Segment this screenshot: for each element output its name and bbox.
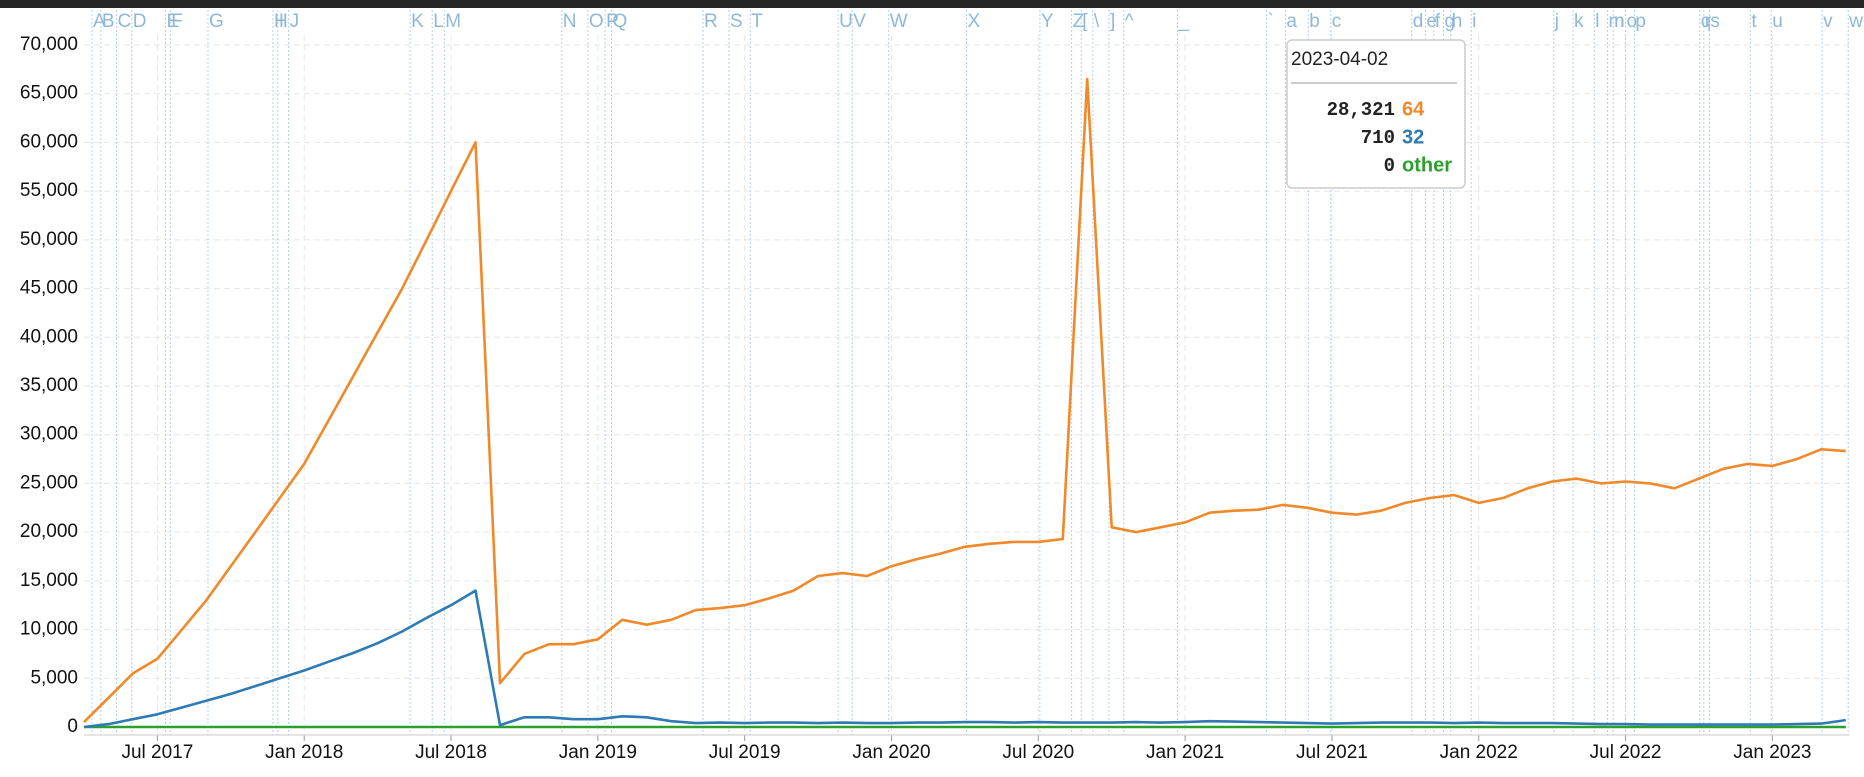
lines: [83, 77, 1846, 729]
annotation-label: d: [1413, 11, 1424, 32]
tooltip: 2023-04-02 28,321 64 710 32 0 other: [1286, 39, 1466, 189]
y-tick-label: 60,000: [20, 131, 78, 152]
y-tick-label: 50,000: [20, 229, 78, 250]
annotation-label: P: [606, 11, 619, 32]
annotation-label: W: [890, 11, 908, 32]
annotation-label: l: [1595, 11, 1599, 32]
tooltip-series: 64: [1402, 98, 1425, 120]
x-tick-label: Jul 2018: [415, 742, 487, 763]
annotation-label: \: [1094, 11, 1100, 32]
annotation-label: J: [290, 11, 300, 32]
y-tick-label: 45,000: [20, 278, 78, 299]
y-tick-label: 25,000: [20, 472, 78, 493]
y-tick-label: 70,000: [20, 34, 78, 55]
x-tick-label: Jan 2019: [559, 742, 637, 763]
annotation-label: U: [839, 11, 853, 32]
annotation-label: G: [209, 11, 224, 32]
annotation-label: S: [730, 11, 743, 32]
annotation-label: g: [1444, 11, 1455, 32]
y-tick-label: 20,000: [20, 521, 78, 542]
annotation-label: r: [1705, 11, 1712, 32]
annotation-label: O: [589, 11, 604, 32]
tooltip-series: other: [1402, 154, 1452, 176]
tooltip-date: 2023-04-02: [1291, 49, 1388, 70]
annotation-label: K: [411, 11, 424, 32]
annotation-label: T: [751, 11, 763, 32]
annotation-label: I: [279, 11, 284, 32]
annotation-label: D: [133, 11, 147, 32]
series-line: [83, 77, 1846, 724]
y-tick-label: 30,000: [20, 424, 78, 445]
axes: 0 5,000 10,000 15,000 20,000 25,000 30,000 35,0…: [20, 34, 1849, 763]
y-tick-label: 55,000: [20, 180, 78, 201]
annotation-label: k: [1574, 11, 1584, 32]
tooltip-value: 28,321: [1327, 99, 1395, 121]
tooltip-box: [1286, 39, 1466, 189]
annotation-label: i: [1472, 11, 1476, 32]
top-border: [0, 0, 1864, 8]
x-tick-label: Jul 2022: [1590, 742, 1662, 763]
annotations: AB C D EF G HI J K L M N O PQ R S T U V W X Y Z[\] ^ _ ` a b c d ef gh…: [91, 10, 1863, 735]
x-tick-label: Jan 2023: [1733, 742, 1811, 763]
annotation-label: L: [433, 11, 444, 32]
annotation-label: f: [1435, 11, 1441, 32]
annotation-label: p: [1635, 11, 1646, 32]
annotation-label: n: [1614, 11, 1625, 32]
annotation-label: c: [1332, 11, 1342, 32]
x-tick-label: Jul 2017: [121, 742, 193, 763]
annotation-label: Y: [1041, 11, 1054, 32]
annotation-label: q: [1701, 11, 1712, 32]
tooltip-series: 32: [1402, 126, 1424, 148]
annotation-label: w: [1848, 11, 1863, 32]
annotation-label: B: [102, 11, 115, 32]
annotation-label: e: [1426, 11, 1437, 32]
x-tick-label: Jan 2022: [1440, 742, 1518, 763]
annotation-label: m: [1609, 11, 1625, 32]
annotation-label: V: [853, 11, 866, 32]
annotation-label: C: [118, 11, 132, 32]
annotation-label: [: [1082, 11, 1088, 32]
x-tick-label: Jan 2021: [1146, 742, 1224, 763]
x-tick-label: Jan 2018: [265, 742, 343, 763]
x-tick-label: Jul 2020: [1002, 742, 1074, 763]
annotation-label: ^: [1125, 11, 1134, 32]
annotation-label: t: [1751, 11, 1757, 32]
annotation-label: a: [1286, 11, 1297, 32]
tooltip-value: 0: [1384, 155, 1395, 177]
annotation-label: `: [1268, 11, 1274, 32]
annotation-label: j: [1554, 11, 1559, 32]
annotation-label: u: [1772, 11, 1783, 32]
annotation-label: F: [171, 11, 183, 32]
x-tick-label: Jul 2019: [709, 742, 781, 763]
annotation-label: Q: [613, 11, 628, 32]
y-tick-label: 35,000: [20, 375, 78, 396]
annotation-label: h: [1452, 11, 1463, 32]
x-tick-label: Jul 2021: [1296, 742, 1368, 763]
y-tick-label: 40,000: [20, 326, 78, 347]
y-tick-label: 10,000: [20, 619, 78, 640]
annotation-label: v: [1823, 11, 1833, 32]
x-tick-label: Jan 2020: [852, 742, 930, 763]
series-line: [83, 589, 1846, 729]
annotation-label: ]: [1110, 11, 1115, 32]
annotation-label: R: [704, 11, 718, 32]
annotation-label: b: [1309, 11, 1320, 32]
y-tick-label: 65,000: [20, 83, 78, 104]
annotation-label: A: [93, 11, 106, 32]
annotation-label: s: [1710, 11, 1720, 32]
annotation-label: E: [166, 11, 179, 32]
y-tick-label: 0: [67, 716, 78, 737]
annotation-label: o: [1627, 11, 1638, 32]
y-tick-label: 15,000: [20, 570, 78, 591]
tooltip-value: 710: [1361, 127, 1395, 149]
annotation-label: M: [445, 11, 461, 32]
annotation-label: _: [1178, 11, 1190, 32]
annotation-label: X: [968, 11, 981, 32]
y-tick-label: 5,000: [30, 667, 78, 688]
annotation-label: N: [563, 11, 577, 32]
